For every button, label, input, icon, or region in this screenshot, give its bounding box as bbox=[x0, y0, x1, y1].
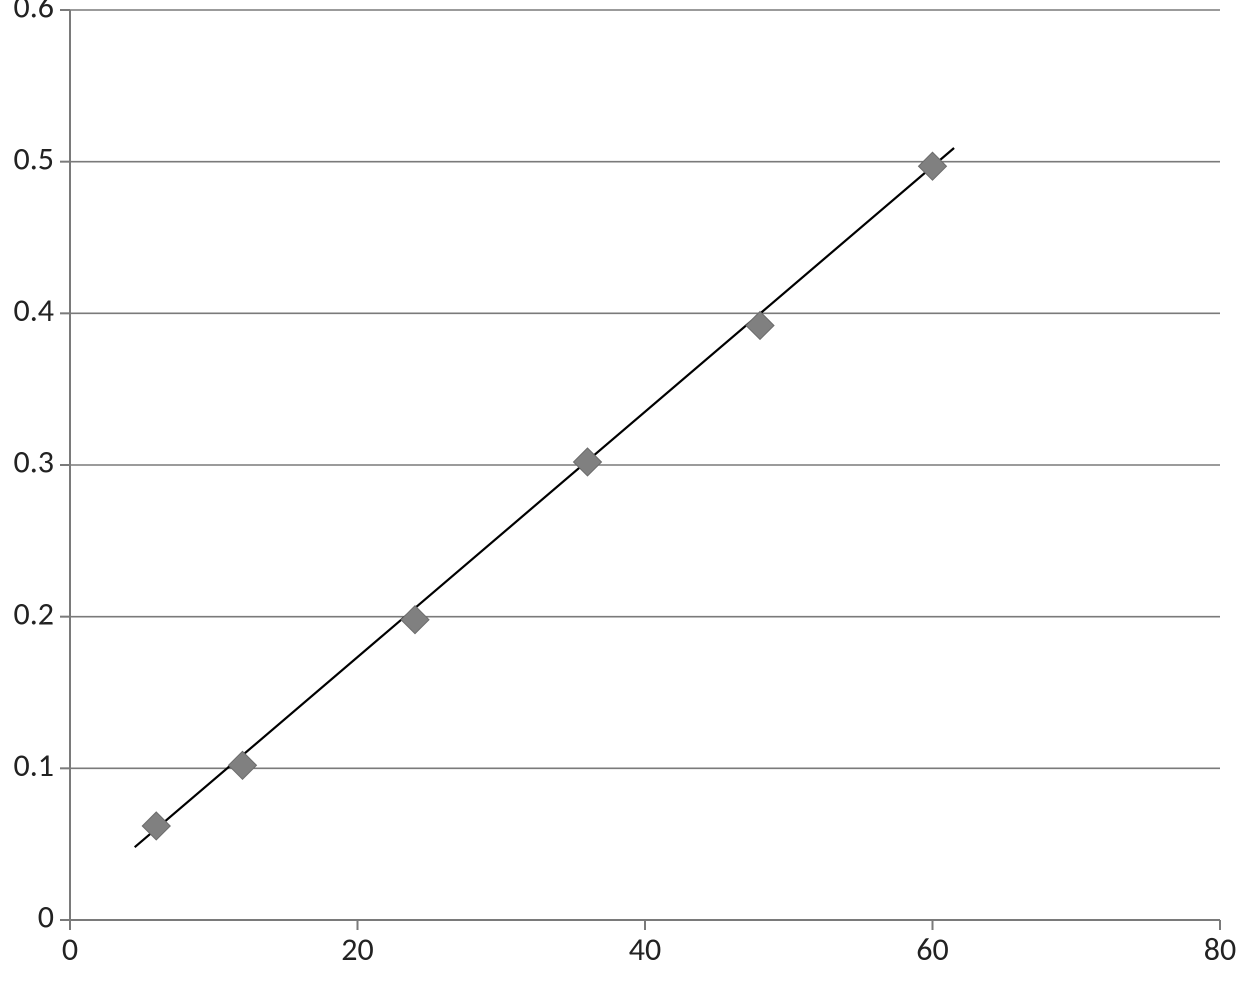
x-tick-label: 0 bbox=[62, 930, 78, 969]
scatter-chart: 0 20 40 60 80 0 0.1 0.2 0.3 0.4 0.5 0.6 bbox=[0, 0, 1240, 981]
y-tick-label: 0 bbox=[38, 898, 54, 937]
y-tick-label: 0.4 bbox=[13, 291, 54, 330]
x-tick-label: 40 bbox=[629, 930, 661, 969]
y-tick-label: 0.2 bbox=[13, 594, 54, 633]
y-tick-label: 0.3 bbox=[13, 443, 54, 482]
chart-svg: 0 20 40 60 80 0 0.1 0.2 0.3 0.4 0.5 0.6 bbox=[0, 0, 1240, 981]
y-tick-label: 0.6 bbox=[13, 0, 54, 27]
y-tick-label: 0.1 bbox=[13, 746, 54, 785]
x-tick-label: 20 bbox=[341, 930, 373, 969]
x-tick-label: 80 bbox=[1204, 930, 1236, 969]
x-tick-label: 60 bbox=[916, 930, 948, 969]
y-tick-label: 0.5 bbox=[13, 139, 54, 178]
